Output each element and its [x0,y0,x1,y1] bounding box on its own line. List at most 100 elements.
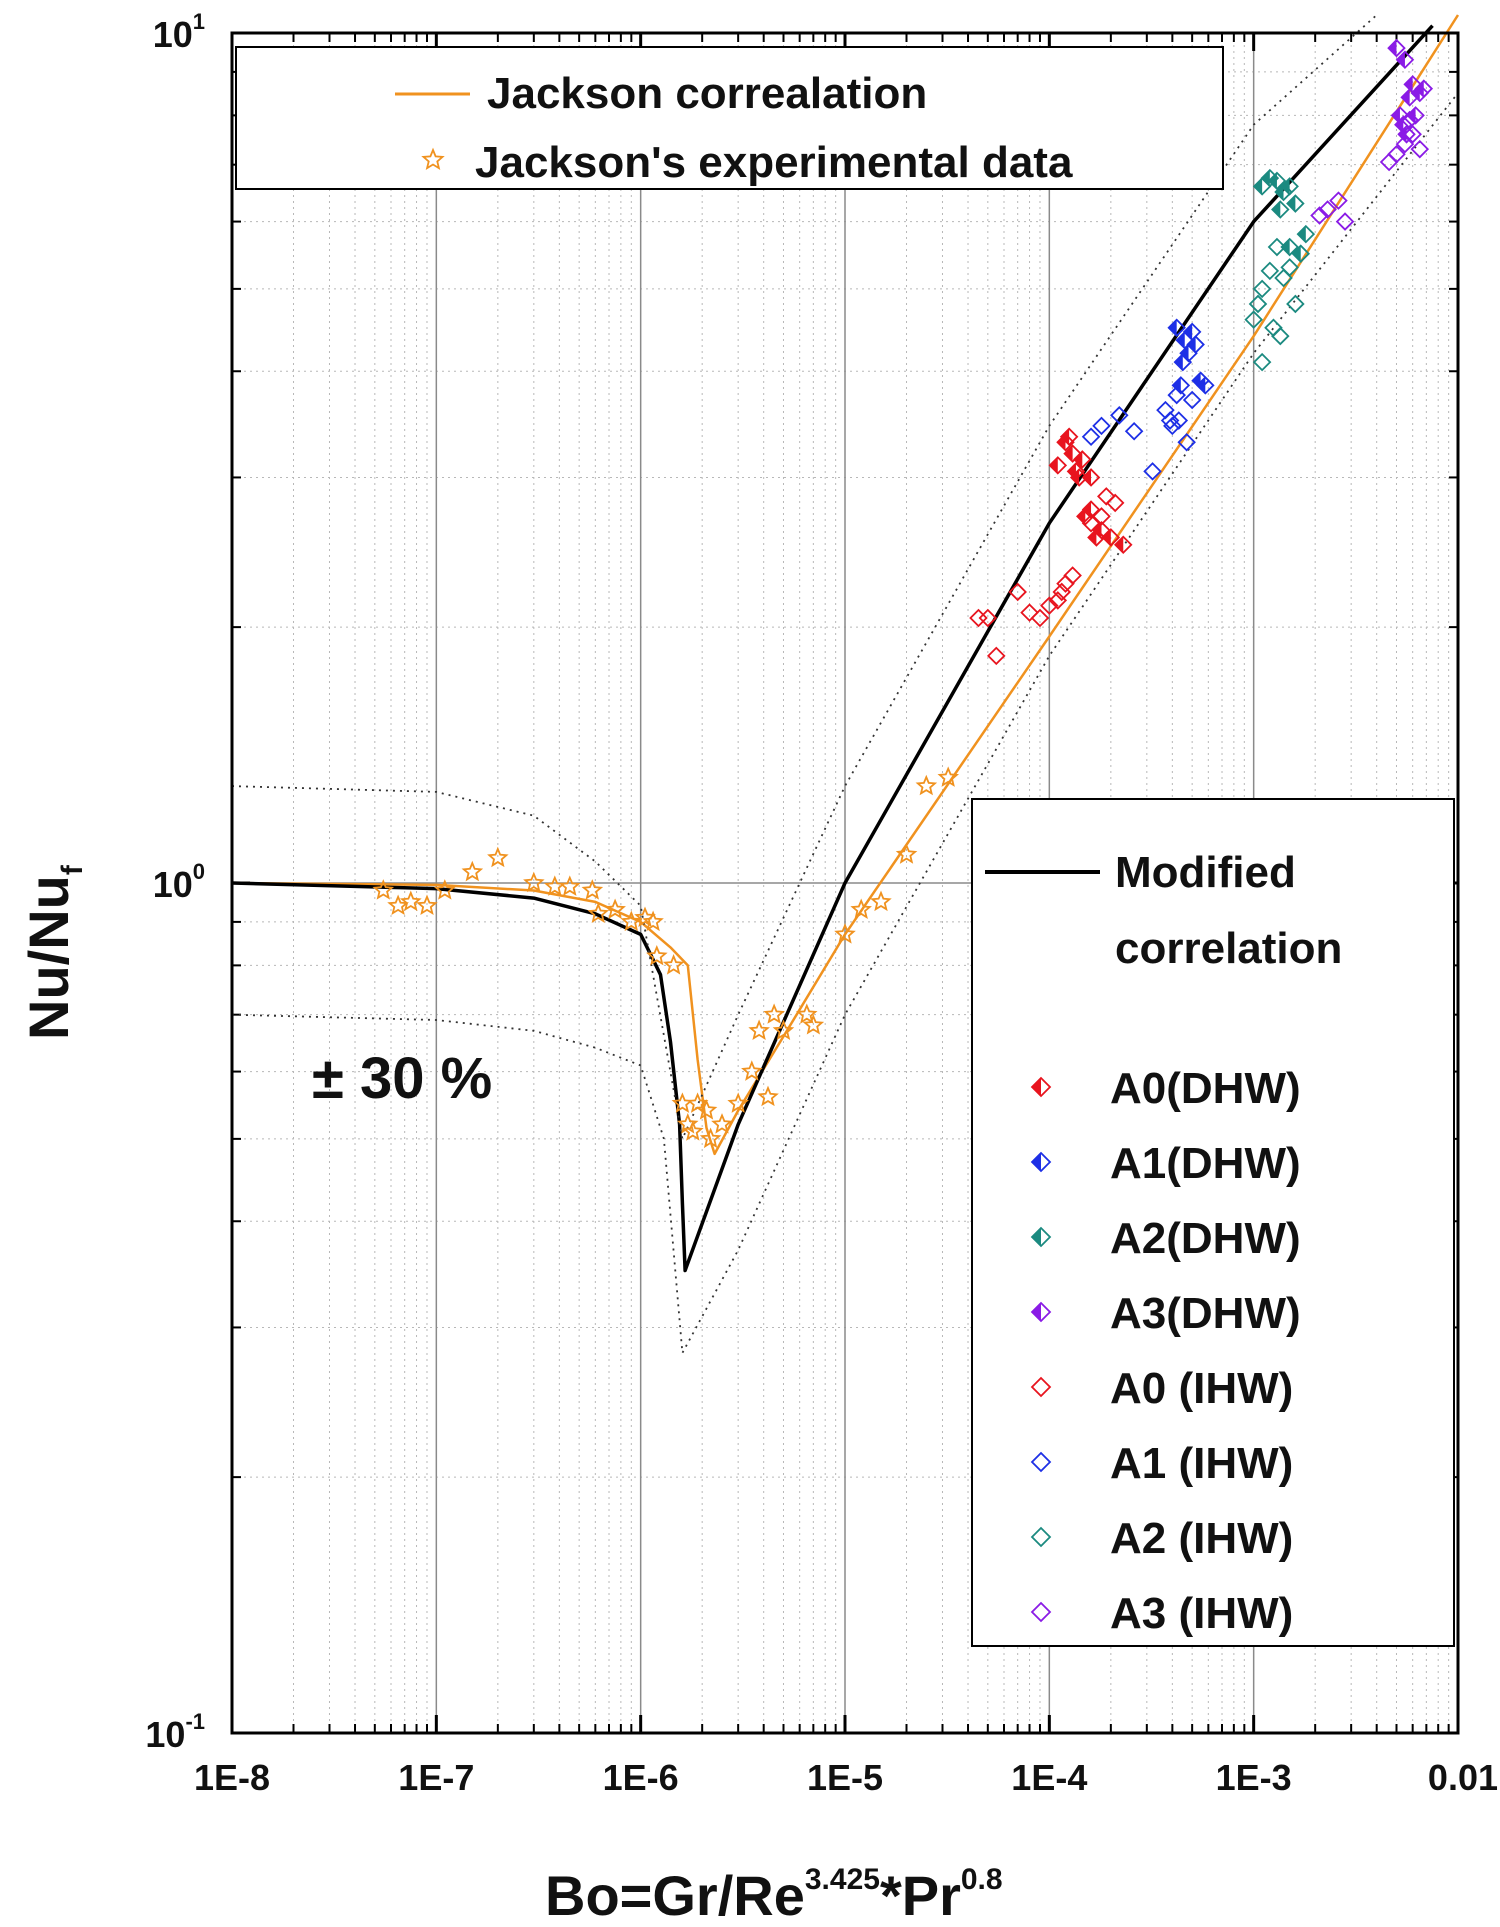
legend-a3-ihw-label: A3 (IHW) [1110,1589,1293,1638]
point-jackson-s-experimental-data [523,871,545,893]
point-a3-dhw-fill [1396,51,1405,68]
x-tick-label: 1E-3 [1216,1757,1292,1798]
legend-a1-ihw-label: A1 (IHW) [1110,1439,1293,1488]
point-a2-dhw-outline [1296,224,1316,244]
x-tick-label: 1E-7 [398,1757,474,1798]
point-a0-dhw-fill [1061,428,1070,445]
point-a1-dhw-outline [1196,376,1215,395]
point-a1-dhw [1173,352,1193,372]
point-a3-ihw [1395,134,1415,154]
y-axis-title-base: Nu/Nu [17,875,80,1040]
point-jackson-s-experimental-data [433,879,456,900]
y-tick-label-exp: -1 [185,1709,205,1734]
point-a3-dhw-fill [1415,80,1424,97]
point-a1-dhw [1186,335,1205,354]
point-jackson-s-experimental-data [461,860,484,882]
legend-a1-dhw-marker-fill [1032,1153,1041,1171]
legend-a3-dhw-marker [1030,1301,1052,1323]
point-a0-dhw [1073,450,1092,469]
point-a1-dhw-fill [1176,332,1185,349]
point-a0-dhw-outline [1113,535,1133,555]
point-a3-dhw [1395,50,1415,70]
point-jackson-s-experimental-data [757,1085,779,1107]
data-markers [372,38,1434,1149]
y-tick-label-base: 10 [153,14,193,55]
point-a1-dhw-fill [1168,319,1177,336]
point-a1-dhw-outline [1173,352,1193,372]
point-a3-ihw [1318,200,1337,219]
legend-right: Modified correlation A0(DHW) A1(DHW) A2(DH… [971,798,1455,1647]
point-a2-ihw [1280,258,1299,277]
legend-top: Jackson correalation Jackson's experimen… [235,46,1224,190]
series-lines [231,14,1460,1354]
x-axis-title-sup1: 3.425 [805,1863,880,1896]
point-jackson-s-experimental-data [416,894,438,915]
point-a2-ihw [1271,326,1290,346]
legend-a2-ihw-marker [1030,1526,1052,1548]
legend-a2-dhw-marker-outline [1030,1226,1052,1248]
x-tick-label: 1E-6 [603,1757,679,1798]
point-a2-dhw [1271,200,1290,219]
point-a1-ihw [1177,432,1196,452]
point-a2-ihw [1267,237,1287,257]
legend-a2-ihw-label: A2 (IHW) [1110,1514,1293,1563]
point-a1-ihw [1167,385,1186,405]
point-a1-ihw [1143,462,1162,481]
point-a0-ihw [969,608,988,628]
point-a3-ihw [1335,212,1355,231]
point-jackson-s-experimental-data [662,954,685,975]
point-a2-dhw [1291,244,1311,263]
point-jackson-s-experimental-data [727,1092,749,1113]
point-a3-dhw-fill [1404,76,1413,93]
point-jackson-s-experimental-data [795,1003,818,1024]
point-a0-ihw [1081,513,1101,533]
legend-a0-ihw-marker [1030,1376,1052,1398]
point-a1-dhw-outline [1171,376,1191,395]
point-a3-dhw [1387,38,1406,58]
legend-a0-dhw-marker-outline [1030,1076,1052,1098]
point-a3-dhw-outline [1394,115,1413,134]
point-a1-dhw [1196,376,1215,395]
point-a0-dhw-outline [1056,432,1075,452]
legend-a3-ihw-marker [1030,1601,1052,1623]
point-a3-dhw-fill [1388,40,1397,57]
point-jackson-s-experimental-data [711,1113,733,1134]
legend-jackson-correlation-label: Jackson correalation [487,69,927,118]
point-a2-dhw-fill [1272,201,1281,218]
legend-a2-dhw-label: A2(DHW) [1110,1214,1301,1263]
point-jackson-s-experimental-data [748,1019,770,1040]
legend-a3-dhw-marker-fill [1032,1303,1041,1321]
point-a0-dhw-outline [1087,528,1106,547]
legend-a2-dhw-marker-fill [1032,1228,1041,1246]
point-a0-ihw [978,608,998,628]
x-tick-label: 1E-8 [194,1757,270,1798]
legend-top-box [235,46,1224,190]
point-a3-ihw [1387,144,1406,164]
point-a0-dhw [1087,528,1106,547]
point-jackson-s-experimental-data [802,1014,825,1035]
point-a0-ihw [1092,507,1111,526]
point-a2-dhw-fill [1287,195,1296,212]
point-a2-ihw [1252,352,1272,372]
legend-a1-dhw-marker-outline [1030,1151,1052,1173]
point-a3-ihw [1310,206,1329,225]
point-jackson-s-experimental-data [870,890,892,912]
point-a3-ihw [1329,191,1348,210]
point-a2-dhw [1296,224,1316,244]
x-tick-label: 1E-4 [1011,1757,1087,1798]
y-tick-label-exp: 1 [193,9,205,34]
point-a3-ihw [1403,125,1422,144]
legend-a0-dhw-label: A0(DHW) [1110,1064,1301,1113]
point-jackson-s-experimental-data [399,890,422,912]
point-a0-dhw-outline [1059,427,1079,446]
x-axis-title-sup2: 0.8 [961,1863,1003,1896]
point-a0-dhw-outline [1092,520,1111,540]
tolerance-annotation: ± 30 % [312,1046,492,1111]
point-a0-dhw [1081,500,1101,519]
point-a3-dhw-outline [1414,79,1434,98]
point-a0-dhw [1113,535,1133,555]
y-tick-label-exp: 0 [193,859,205,884]
point-a2-ihw [1260,261,1280,281]
point-jackson-s-experimental-data [558,875,581,896]
